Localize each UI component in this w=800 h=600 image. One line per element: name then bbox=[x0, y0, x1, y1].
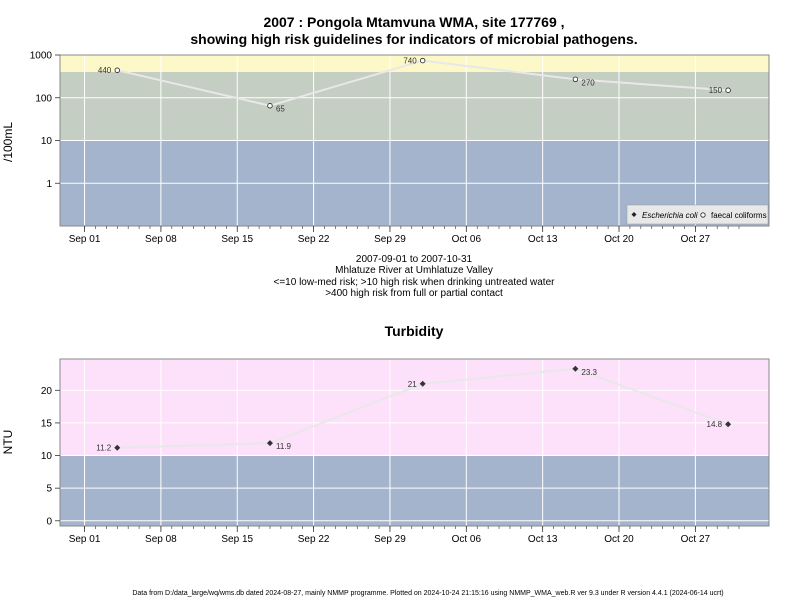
p1-data-label-4: 150 bbox=[709, 86, 723, 95]
p2-data-label-1: 11.9 bbox=[276, 442, 292, 451]
p1-xtick-label-0: Sep 01 bbox=[69, 234, 101, 245]
p2-data-label-2: 21 bbox=[408, 380, 417, 389]
p2-ytick-label-3: 15 bbox=[41, 418, 53, 429]
p1-data-label-3: 270 bbox=[581, 78, 595, 87]
p1-data-label-0: 440 bbox=[98, 66, 112, 75]
p2-ytick-label-0: 0 bbox=[46, 516, 52, 527]
p1-xtick-label-4: Sep 29 bbox=[374, 234, 406, 245]
p1-xtick-label-7: Oct 20 bbox=[604, 234, 634, 245]
p1-ytick-label-0: 1 bbox=[46, 179, 52, 190]
legend-box bbox=[626, 204, 769, 225]
chart2-title: Turbidity bbox=[385, 323, 444, 339]
chart2-frame bbox=[59, 358, 770, 527]
p1-point-4 bbox=[725, 87, 731, 93]
legend-entry-ecoli: Escherichia coli bbox=[642, 211, 698, 220]
p2-data-label-0: 11.2 bbox=[96, 444, 112, 453]
legend-marker-faecal-icon bbox=[700, 212, 706, 218]
p1-point-3 bbox=[572, 76, 579, 83]
p2-ytick-label-1: 5 bbox=[46, 484, 52, 495]
p1-point-2 bbox=[419, 57, 426, 64]
footer-note: Data from D:/data_large/wq/wms.db dated … bbox=[132, 590, 723, 597]
p1-xtick-label-1: Sep 08 bbox=[145, 234, 177, 245]
p2-data-label-4: 14.8 bbox=[707, 420, 723, 429]
p2-data-label-3: 23.3 bbox=[581, 368, 597, 377]
p2-point-0 bbox=[114, 444, 121, 451]
chart2-ylabel: NTU bbox=[1, 430, 15, 455]
p2-xtick-label-6: Oct 13 bbox=[528, 534, 558, 545]
p2-ytick-label-2: 10 bbox=[41, 451, 53, 462]
p1-xtick-label-5: Oct 06 bbox=[452, 234, 482, 245]
p2-point-2 bbox=[419, 380, 426, 387]
p1-data-label-1: 65 bbox=[276, 105, 285, 114]
p1-ytick-label-1: 10 bbox=[41, 136, 53, 147]
caption-line-site: Mhlatuze River at Umhlatuze Valley bbox=[335, 265, 493, 276]
p2-point-3 bbox=[572, 365, 579, 372]
chart1-subtitle: showing high risk guidelines for indicat… bbox=[190, 31, 637, 47]
p1-xtick-label-2: Sep 15 bbox=[221, 234, 253, 245]
p2-band-0 bbox=[60, 455, 769, 526]
p2-band-1 bbox=[60, 359, 769, 456]
p2-xtick-label-3: Sep 22 bbox=[298, 534, 330, 545]
p1-point-1 bbox=[267, 103, 273, 109]
caption-line-date-range: 2007-09-01 to 2007-10-31 bbox=[356, 254, 473, 265]
p2-xtick-label-5: Oct 06 bbox=[452, 534, 482, 545]
p2-xtick-label-1: Sep 08 bbox=[145, 534, 177, 545]
p2-xtick-label-2: Sep 15 bbox=[221, 534, 253, 545]
chart1-plot-area: 440 65 740 270 150 1 10 100 1000 Sep 01 Sep 08 Se… bbox=[30, 51, 770, 245]
p1-ytick-label-3: 1000 bbox=[30, 51, 53, 62]
caption-line-risk-contact: >400 high risk from full or partial cont… bbox=[325, 288, 503, 299]
p2-xtick-label-7: Oct 20 bbox=[604, 534, 634, 545]
p1-ytick-label-2: 100 bbox=[35, 93, 52, 104]
p2-ytick-label-4: 20 bbox=[41, 386, 53, 397]
p1-xtick-label-3: Sep 22 bbox=[298, 234, 330, 245]
p1-xtick-label-6: Oct 13 bbox=[528, 234, 558, 245]
p2-xtick-label-0: Sep 01 bbox=[69, 534, 101, 545]
p2-xtick-label-4: Sep 29 bbox=[374, 534, 406, 545]
chart2-plot-area: 11.2 11.9 21 23.3 14.8 0 5 10 15 20 Sep 01 Sep 08… bbox=[41, 358, 770, 545]
p1-point-0 bbox=[114, 67, 120, 73]
p2-point-1 bbox=[266, 440, 273, 447]
p1-data-label-2: 740 bbox=[403, 57, 417, 66]
caption-line-risk-drinking: <=10 low-med risk; >10 high risk when dr… bbox=[274, 277, 556, 288]
p2-xtick-label-8: Oct 27 bbox=[681, 534, 711, 545]
chart1-ylabel: /100mL bbox=[1, 122, 15, 162]
p1-xtick-label-8: Oct 27 bbox=[681, 234, 711, 245]
legend-entry-faecal: faecal coliforms bbox=[711, 211, 767, 220]
chart1-legend: Escherichia coli faecal coliforms bbox=[626, 204, 769, 225]
chart1-title: 2007 : Pongola Mtamvuna WMA, site 177769… bbox=[263, 14, 564, 30]
legend-marker-ecoli-icon bbox=[631, 212, 637, 217]
p2-point-4 bbox=[725, 421, 732, 428]
